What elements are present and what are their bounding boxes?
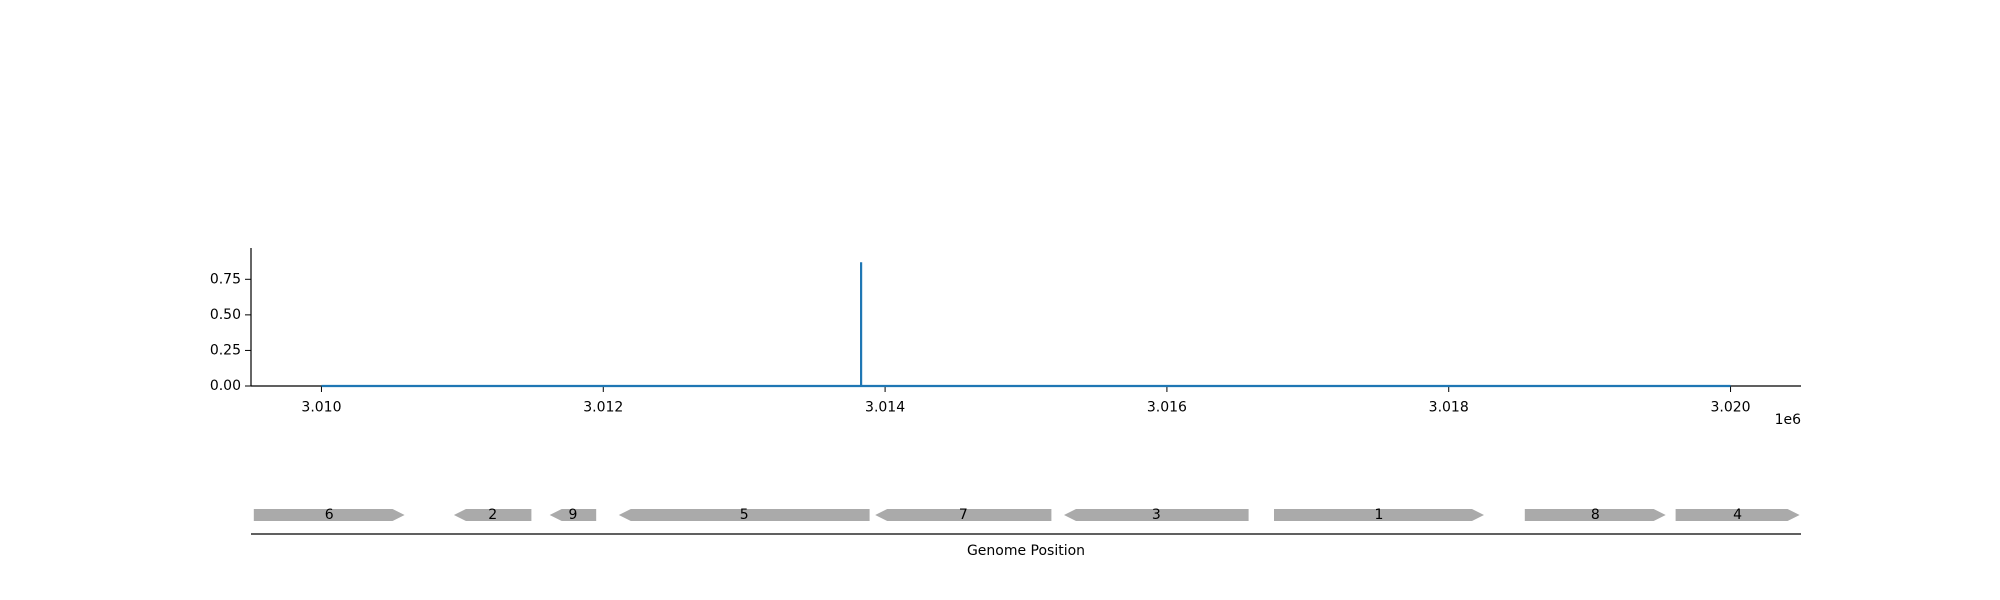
gene-arrow xyxy=(1064,509,1249,521)
gene-label: 1 xyxy=(1375,507,1384,523)
gene-label: 7 xyxy=(959,507,968,523)
series-group xyxy=(321,262,1731,388)
gene-arrow xyxy=(453,509,532,521)
gene-arrow xyxy=(549,509,597,521)
gene-arrow xyxy=(1675,509,1800,521)
gene-label: 2 xyxy=(488,507,497,523)
gene-label: 4 xyxy=(1733,507,1742,523)
gene-label: 8 xyxy=(1591,507,1600,523)
gene-track: 6 2 9 5 7 3 1 8 4 Genome Position xyxy=(251,507,1801,559)
gene-track-xlabel: Genome Position xyxy=(967,543,1085,559)
y-ticks: 0.00 0.25 0.50 0.75 xyxy=(210,271,251,394)
x-axis-offset-label: 1e6 xyxy=(1775,412,1802,428)
gene-label: 3 xyxy=(1152,507,1161,523)
y-tick-label: 0.00 xyxy=(210,378,241,394)
gene-arrow xyxy=(1274,509,1484,521)
coverage-plot: 0.000.250.500.75 3.010 3.012 3.014 3.016 3.0… xyxy=(210,248,1801,428)
x-tick-label: 3.018 xyxy=(1429,400,1469,416)
y-tick-label: 0.75 xyxy=(210,271,241,287)
gene-arrow xyxy=(875,509,1052,521)
x-tick-label: 3.020 xyxy=(1710,400,1750,416)
x-ticks: 3.010 3.012 3.014 3.016 3.018 3.020 xyxy=(301,386,1751,416)
gene-label: 6 xyxy=(325,507,334,523)
y-tick-label: 0.25 xyxy=(210,342,241,358)
gene-arrow xyxy=(253,509,405,521)
x-tick-label: 3.014 xyxy=(865,400,905,416)
genes-group: 6 2 9 5 7 3 1 8 4 xyxy=(253,507,1800,523)
gene-label: 5 xyxy=(740,507,749,523)
x-tick-label: 3.016 xyxy=(1147,400,1187,416)
x-tick-label: 3.010 xyxy=(301,400,341,416)
coverage-series-line xyxy=(321,262,1731,388)
gene-label: 9 xyxy=(569,507,578,523)
x-tick-label: 3.012 xyxy=(583,400,623,416)
y-tick-label: 0.50 xyxy=(210,307,241,323)
gene-arrow xyxy=(618,509,870,521)
gene-arrow xyxy=(1524,509,1666,521)
